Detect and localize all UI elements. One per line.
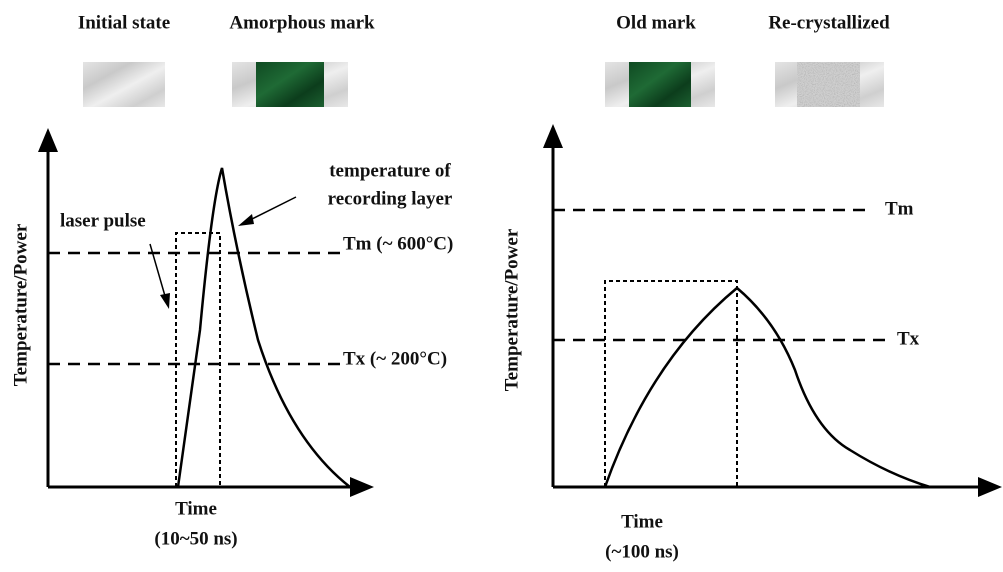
plot-left bbox=[38, 128, 374, 497]
swatches-right bbox=[605, 62, 884, 107]
y-axis-label: Temperature/Power bbox=[10, 223, 31, 386]
temperature-curve bbox=[176, 167, 351, 488]
swatch-label: Initial state bbox=[78, 12, 170, 33]
plot-right bbox=[543, 124, 1002, 497]
y-axis-label: Temperature/Power bbox=[501, 228, 522, 391]
x-axis-range: (~100 ns) bbox=[605, 541, 679, 562]
swatches-left bbox=[83, 62, 348, 107]
arrow-head bbox=[38, 128, 58, 152]
x-axis-label: Time bbox=[175, 498, 217, 519]
arrow-head bbox=[238, 214, 254, 226]
arrow-head bbox=[978, 477, 1002, 497]
annotation: temperature of bbox=[329, 160, 451, 181]
annotation: recording layer bbox=[328, 188, 453, 209]
level-label: Tx bbox=[897, 328, 920, 349]
swatch-amorphous-mark bbox=[256, 62, 324, 107]
laser-pulse bbox=[175, 232, 221, 487]
pointer bbox=[149, 243, 166, 297]
arrow-head bbox=[160, 293, 170, 309]
level-label: Tm (~ 600°C) bbox=[343, 233, 453, 254]
arrow-head bbox=[543, 124, 563, 148]
swatch-label: Old mark bbox=[616, 12, 696, 33]
swatch-old-mark bbox=[629, 62, 691, 107]
swatch-initial bbox=[83, 62, 165, 107]
pointer bbox=[249, 196, 297, 221]
level-label: Tx (~ 200°C) bbox=[343, 348, 447, 369]
temperature-curve bbox=[603, 286, 931, 489]
x-axis-label: Time bbox=[621, 511, 663, 532]
x-axis-range: (10~50 ns) bbox=[154, 528, 237, 549]
arrow-head bbox=[350, 477, 374, 497]
pulse bbox=[604, 280, 738, 487]
level-label: Tm bbox=[885, 198, 914, 219]
swatch-label: Amorphous mark bbox=[229, 12, 375, 33]
swatch-label: Re-crystallized bbox=[768, 12, 890, 33]
swatch-speckle bbox=[797, 62, 860, 107]
annotation: laser pulse bbox=[60, 210, 146, 231]
